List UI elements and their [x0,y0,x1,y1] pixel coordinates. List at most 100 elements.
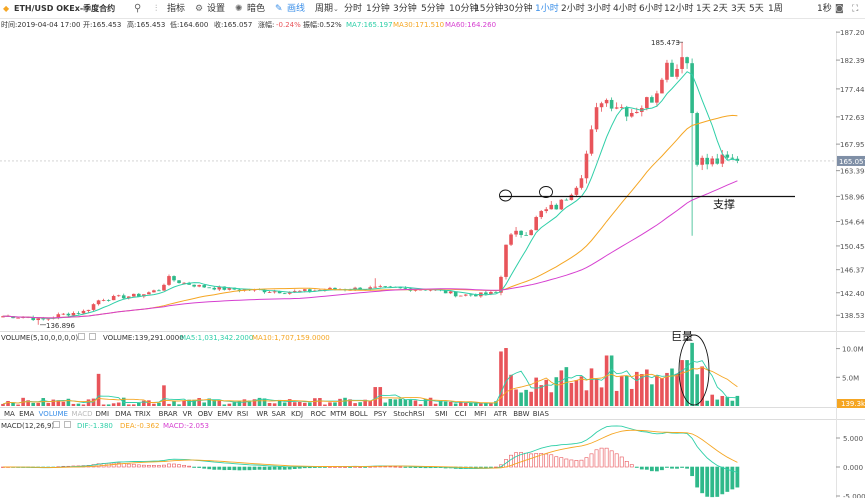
camera-icon[interactable]: ◙ [835,4,844,14]
indicator-tab-obv[interactable]: OBV [197,410,213,418]
indicator-tab-dmi[interactable]: DMI [95,410,110,418]
volume-bar [609,355,614,406]
volume-settings-icon[interactable] [78,333,85,340]
period-5[interactable]: 10分钟 [449,4,479,14]
candle-body [167,276,171,285]
candle-body [287,292,292,294]
price-tick-label: 150.454 [840,243,865,251]
draw-button[interactable]: 画线 [287,4,306,14]
indicator-tab-ema[interactable]: EMA [19,410,35,418]
volume-bar [66,398,71,406]
period-4[interactable]: 5分钟 [421,4,445,14]
indicator-tab-brar[interactable]: BRAR [158,410,178,418]
volume-close-icon[interactable] [89,333,96,340]
macd-histogram-bar [116,462,121,468]
candle-body [574,187,579,195]
indicator-tab-bias[interactable]: BIAS [532,410,549,418]
indicator-tab-sar[interactable]: SAR [271,410,286,418]
candle-body [665,62,669,80]
period-10[interactable]: 3小时 [587,4,611,14]
volume-bar [599,387,604,406]
period-7[interactable]: 30分钟 [503,4,533,14]
indicator-tab-wr[interactable]: WR [256,410,269,418]
fullscreen-icon[interactable]: ⛶ [852,4,859,14]
volume-bar [453,403,458,406]
macd-histogram-bar [670,466,674,469]
indicator-tab-smi[interactable]: SMI [435,410,448,418]
indicator-tab-roc[interactable]: ROC [310,410,326,418]
huge-volume-circle [678,334,710,406]
candle-body [453,291,458,297]
period-15[interactable]: 2天 [713,4,728,14]
period-button[interactable]: 周期 [315,4,334,14]
candle-body [46,318,51,320]
volume-bar [383,402,388,406]
volume-bar [277,399,282,406]
macd-histogram-bar [212,466,217,470]
candle-body [86,309,91,311]
candle-body [1,316,5,318]
theme-button[interactable]: 暗色 [247,4,266,14]
candle-body [121,295,126,299]
volume-bar [338,398,342,406]
period-1[interactable]: 分时 [344,4,363,14]
pencil-icon[interactable]: ✎ [275,4,283,14]
indicator-tab-trix[interactable]: TRIX [134,410,151,418]
indicator-tab-mfi[interactable]: MFI [474,410,487,418]
volume-value: VOLUME:139,291.0000 [103,334,184,342]
volume-bar [232,402,237,406]
candle-body [619,107,624,108]
macd-settings-icon[interactable] [53,421,60,428]
period-17[interactable]: 5天 [749,4,764,14]
indicator-tab-ma[interactable]: MA [4,410,15,418]
period-12[interactable]: 6小时 [639,4,663,14]
indicator-button[interactable]: 指标 [167,4,186,14]
period-8[interactable]: 1小时 [535,4,559,14]
indicator-tab-volume[interactable]: VOLUME [38,410,68,418]
indicator-tab-boll[interactable]: BOLL [349,410,368,418]
volume-bar [157,402,161,406]
period-13[interactable]: 12小时 [664,4,694,14]
indicator-tab-dma[interactable]: DMA [115,410,132,418]
period-6[interactable]: 15分钟 [474,4,504,14]
settings-button[interactable]: 设置 [207,4,226,14]
indicator-tab-cci[interactable]: CCI [454,410,467,418]
period-18[interactable]: 1周 [768,4,783,14]
volume-bar [604,355,609,406]
indicator-tab-psy[interactable]: PSY [373,410,387,418]
indicator-tab-rsi[interactable]: RSI [236,410,249,418]
indicator-tab-vr[interactable]: VR [182,410,193,418]
symbol-title[interactable]: ETH/USD OKEx-季度合约 [14,4,116,13]
indicator-tab-macd[interactable]: MACD [71,410,93,418]
price-tick-label: 154.649 [840,219,865,227]
period-11[interactable]: 4小时 [613,4,637,14]
refresh-rate[interactable]: 1秒 [817,4,832,14]
macd-histogram-bar [167,463,171,468]
search-icon[interactable]: ⚲ [134,3,142,14]
period-9[interactable]: 2小时 [561,4,585,14]
indicator-tab-stochrsi[interactable]: StochRSI [393,410,425,418]
period-3[interactable]: 3分钟 [393,4,417,14]
period-2[interactable]: 1分钟 [366,4,390,14]
candle-body [589,129,594,154]
period-16[interactable]: 3天 [731,4,746,14]
indicator-tab-kdj[interactable]: KDJ [291,410,304,418]
gear-icon[interactable]: ⚙ [195,4,204,14]
candle-body [187,282,191,285]
indicator-tab-mtm[interactable]: MTM [330,410,347,418]
indicator-tab-bbw[interactable]: BBW [513,410,530,418]
macd-histogram-bar [604,447,609,468]
indicator-tab-atr[interactable]: ATR [493,410,508,418]
indicator-tab-emv[interactable]: EMV [217,410,233,418]
logo-icon: ◆ [3,4,10,13]
macd-histogram-bar [413,466,418,468]
volume-bar [137,403,141,406]
theme-icon[interactable]: ✺ [235,4,243,14]
indicator-icon[interactable]: ⫶ [155,4,158,14]
macd-close-icon[interactable] [64,421,71,428]
period-14[interactable]: 1天 [696,4,711,14]
macd-histogram-bar [141,464,146,468]
macd-histogram-bar [599,447,604,468]
candle-body [443,290,448,294]
